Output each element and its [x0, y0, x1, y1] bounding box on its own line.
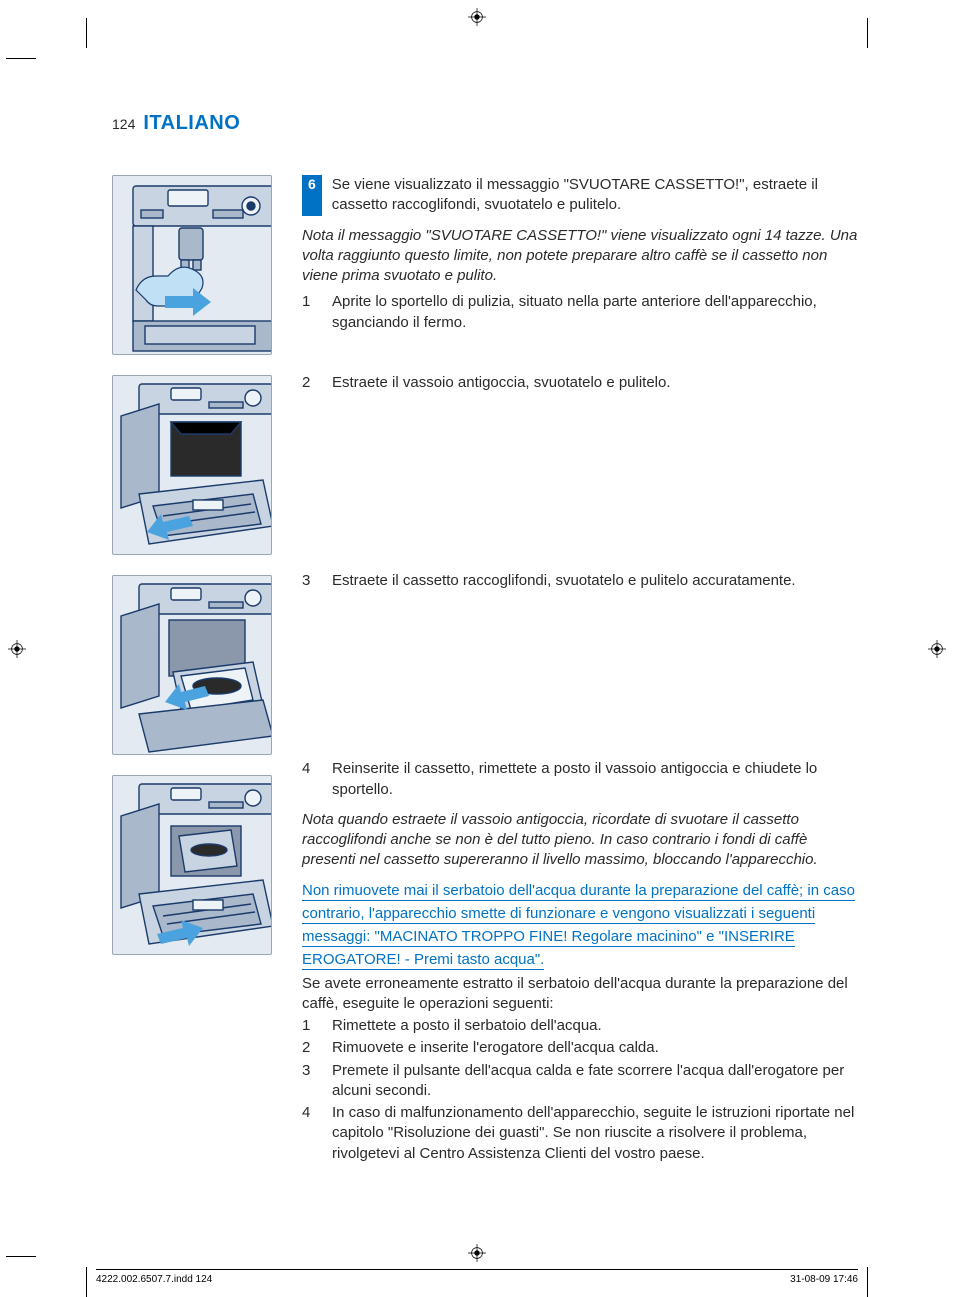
substep-number: 2: [302, 373, 318, 393]
substep-text: Aprite lo sportello di pulizia, situato …: [332, 292, 864, 333]
page-number: 124: [112, 116, 135, 132]
substep-number: 3: [302, 571, 318, 591]
substep-a-4: 4 Reinserite il cassetto, rimettete a po…: [302, 759, 864, 800]
substep-number: 1: [302, 292, 318, 333]
substep-a-3: 3 Estraete il cassetto raccoglifondi, sv…: [302, 571, 864, 591]
step-marker-6: 6: [302, 175, 322, 216]
print-footer: 4222.002.6507.7.indd 124 31-08-09 17:46: [96, 1269, 858, 1285]
figure-drip-tray: [112, 375, 272, 555]
substep-text: Premete il pulsante dell'acqua calda e f…: [332, 1061, 864, 1102]
figure-grounds-container: [112, 575, 272, 755]
footer-left: 4222.002.6507.7.indd 124: [96, 1274, 212, 1285]
figure-reinsert: [112, 775, 272, 955]
substep-b-2: 2 Rimuovete e inserite l'erogatore dell'…: [302, 1038, 864, 1058]
language-title: ITALIANO: [143, 112, 240, 135]
warning-text: Non rimuovete mai il serbatoio dell'acqu…: [302, 882, 855, 971]
substep-text: Rimettete a posto il serbatoio dell'acqu…: [332, 1016, 602, 1036]
substep-text: Estraete il vassoio antigoccia, svuotate…: [332, 373, 671, 393]
substep-a-1: 1 Aprite lo sportello di pulizia, situat…: [302, 292, 864, 333]
substep-b-3: 3 Premete il pulsante dell'acqua calda e…: [302, 1061, 864, 1102]
substep-text: Estraete il cassetto raccoglifondi, svuo…: [332, 571, 796, 591]
step-6: 6 Se viene visualizzato il messaggio "SV…: [302, 175, 864, 216]
substep-b-1: 1 Rimettete a posto il serbatoio dell'ac…: [302, 1016, 864, 1036]
note-2: Nota quando estraete il vassoio antigocc…: [302, 810, 864, 871]
substep-text: Rimuovete e inserite l'erogatore dell'ac…: [332, 1038, 659, 1058]
substep-number: 4: [302, 1103, 318, 1164]
after-warning-text: Se avete erroneamente estratto il serbat…: [302, 974, 864, 1015]
substep-number: 4: [302, 759, 318, 800]
note-1: Nota il messaggio "SVUOTARE CASSETTO!" v…: [302, 226, 864, 287]
substep-text: Reinserite il cassetto, rimettete a post…: [332, 759, 864, 800]
substep-a-2: 2 Estraete il vassoio antigoccia, svuota…: [302, 373, 864, 393]
step-6-text: Se viene visualizzato il messaggio "SVUO…: [332, 175, 864, 216]
figure-open-door: [112, 175, 272, 355]
substep-b-4: 4 In caso di malfunzionamento dell'appar…: [302, 1103, 864, 1164]
footer-right: 31-08-09 17:46: [790, 1274, 858, 1285]
substep-number: 3: [302, 1061, 318, 1102]
substep-text: In caso di malfunzionamento dell'apparec…: [332, 1103, 864, 1164]
substep-number: 2: [302, 1038, 318, 1058]
page-header: 124 ITALIANO: [112, 112, 864, 135]
warning-underlined: Non rimuovete mai il serbatoio dell'acqu…: [302, 879, 864, 972]
substep-number: 1: [302, 1016, 318, 1036]
